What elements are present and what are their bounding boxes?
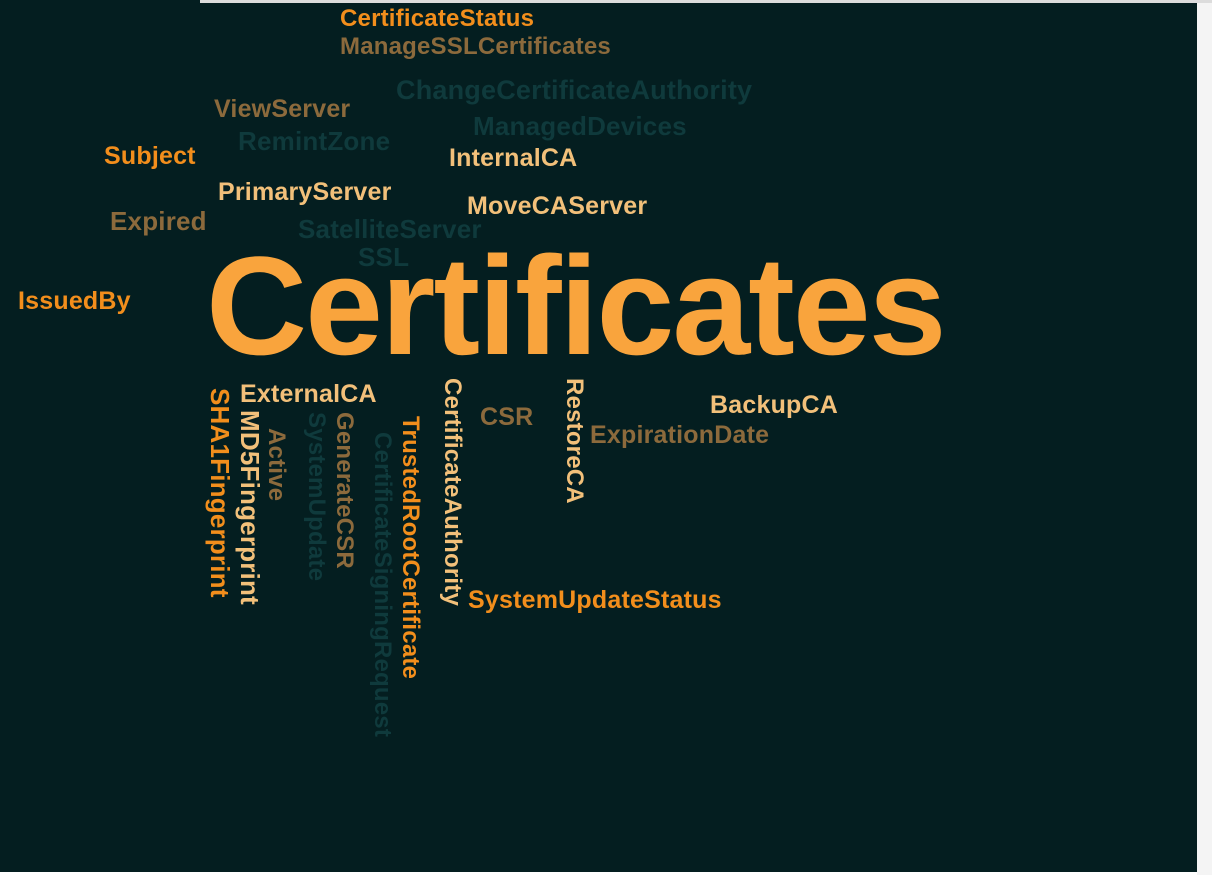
word-certificates: Certificates: [206, 227, 947, 384]
word-system-update-status: SystemUpdateStatus: [468, 586, 722, 614]
word-external-ca: ExternalCA: [240, 380, 377, 408]
word-trusted-root-certificate: TrustedRootCertificate: [397, 416, 424, 680]
word-managed-devices: ManagedDevices: [473, 111, 687, 141]
word-expired: Expired: [110, 206, 207, 236]
word-issued-by: IssuedBy: [18, 287, 131, 315]
word-md5-fingerprint: MD5Fingerprint: [235, 410, 265, 605]
word-restore-ca: RestoreCA: [561, 378, 588, 504]
word-sha1-fingerprint: SHA1Fingerprint: [205, 388, 235, 598]
window-edge-strip: [1197, 0, 1212, 875]
window-top-edge: [200, 0, 1212, 3]
word-certificate-status: CertificateStatus: [340, 5, 535, 32]
word-remint-zone: RemintZone: [238, 126, 391, 156]
word-certificate-authority: CertificateAuthority: [439, 378, 466, 607]
word-ssl: SSL: [358, 242, 410, 272]
word-change-certificate-authority: ChangeCertificateAuthority: [396, 75, 753, 105]
word-primary-server: PrimaryServer: [218, 178, 392, 206]
word-csr: CSR: [480, 403, 534, 431]
word-manage-ssl-certificates: ManageSSLCertificates: [340, 33, 611, 60]
word-active: Active: [263, 428, 290, 502]
word-certificate-signing-request: CertificateSigningRequest: [369, 432, 396, 738]
word-system-update: SystemUpdate: [303, 412, 330, 582]
word-subject: Subject: [104, 142, 196, 170]
word-expiration-date: ExpirationDate: [590, 421, 770, 449]
word-satellite-server: SatelliteServer: [298, 214, 482, 244]
word-internal-ca: InternalCA: [449, 144, 578, 172]
word-backup-ca: BackupCA: [710, 391, 839, 419]
word-view-server: ViewServer: [214, 95, 351, 123]
word-generate-csr: GenerateCSR: [331, 412, 358, 569]
word-move-ca-server: MoveCAServer: [467, 192, 648, 220]
